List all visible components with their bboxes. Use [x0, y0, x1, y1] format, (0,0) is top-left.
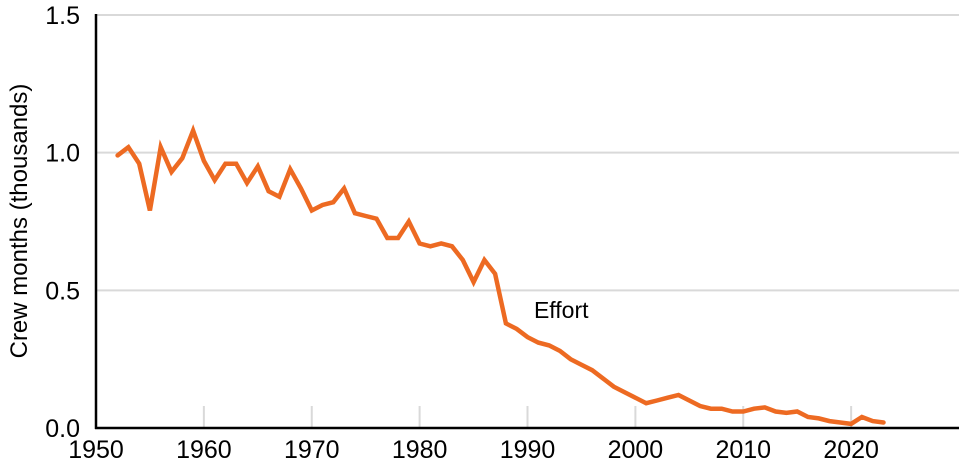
x-tick-label: 2020: [823, 436, 879, 464]
x-tick-label: 1980: [392, 436, 448, 464]
gridlines: [96, 14, 959, 292]
x-axis-tick-labels: 1950 1960 1970 1980 1990 2000 2010 2020: [68, 436, 879, 464]
x-tick-label: 1990: [500, 436, 556, 464]
y-tick-label: 0.0: [45, 415, 80, 443]
x-tick-label: 1950: [68, 436, 124, 464]
effort-series-line: [115, 124, 886, 427]
y-tick-label: 0.5: [45, 277, 80, 305]
y-tick-label: 1.0: [45, 140, 80, 168]
y-tick-label: 1.5: [45, 2, 80, 30]
x-tick-label: 2000: [608, 436, 664, 464]
series-label-effort: Effort: [534, 297, 589, 323]
x-tick-label: 2010: [715, 436, 771, 464]
y-axis-tick-labels: 0.0 0.5 1.0 1.5: [45, 2, 80, 443]
x-tick-label: 1960: [176, 436, 232, 464]
y-axis-title: Crew months (thousands): [6, 84, 33, 359]
x-tick-label: 1970: [284, 436, 340, 464]
